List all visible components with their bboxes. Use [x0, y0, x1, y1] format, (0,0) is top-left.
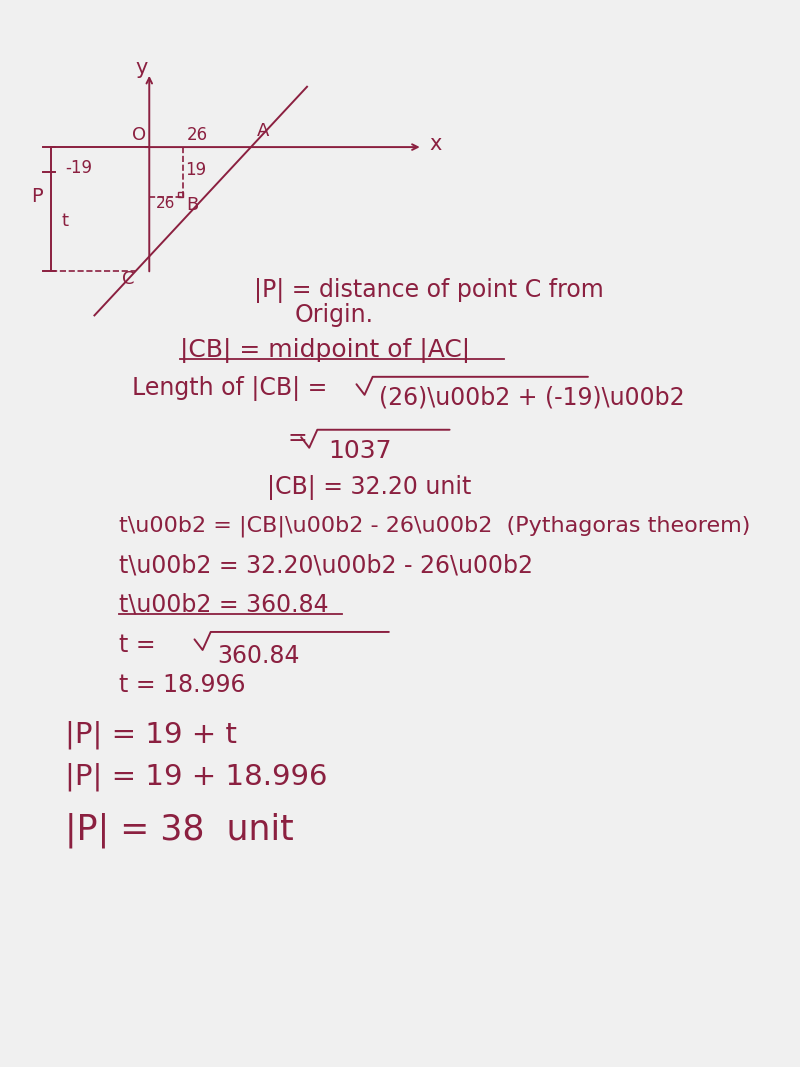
Text: C: C [122, 270, 134, 288]
Text: 19: 19 [185, 161, 206, 179]
Text: t\u00b2 = |CB|\u00b2 - 26\u00b2  (Pythagoras theorem): t\u00b2 = |CB|\u00b2 - 26\u00b2 (Pythago… [119, 515, 750, 537]
Text: P: P [31, 188, 42, 206]
Text: 26: 26 [186, 127, 207, 144]
Text: B: B [186, 196, 198, 214]
Text: (26)\u00b2 + (-19)\u00b2: (26)\u00b2 + (-19)\u00b2 [378, 386, 684, 410]
Text: A: A [258, 123, 270, 140]
Text: |P| = 19 + 18.996: |P| = 19 + 18.996 [65, 763, 327, 792]
Text: |CB| = 32.20 unit: |CB| = 32.20 unit [267, 476, 472, 500]
Text: |CB| = midpoint of |AC|: |CB| = midpoint of |AC| [180, 338, 470, 363]
Text: -19: -19 [65, 159, 92, 177]
Text: x: x [430, 134, 442, 154]
Text: =: = [288, 426, 307, 450]
Text: t =: t = [119, 633, 155, 656]
Text: Origin.: Origin. [294, 303, 374, 328]
Text: Length of |CB| =: Length of |CB| = [132, 376, 328, 401]
Text: 1037: 1037 [328, 439, 392, 463]
Text: |P| = 38  unit: |P| = 38 unit [65, 812, 294, 847]
Text: |P| = 19 + t: |P| = 19 + t [65, 720, 237, 749]
Text: t\u00b2 = 360.84: t\u00b2 = 360.84 [119, 592, 329, 617]
Text: t = 18.996: t = 18.996 [119, 673, 246, 697]
Text: t\u00b2 = 32.20\u00b2 - 26\u00b2: t\u00b2 = 32.20\u00b2 - 26\u00b2 [119, 554, 533, 577]
Text: O: O [132, 127, 146, 144]
Text: 360.84: 360.84 [217, 644, 299, 668]
Text: |P| = distance of point C from: |P| = distance of point C from [254, 277, 604, 303]
Text: y: y [136, 58, 148, 78]
Text: 26: 26 [156, 195, 175, 210]
Text: t: t [62, 212, 69, 230]
